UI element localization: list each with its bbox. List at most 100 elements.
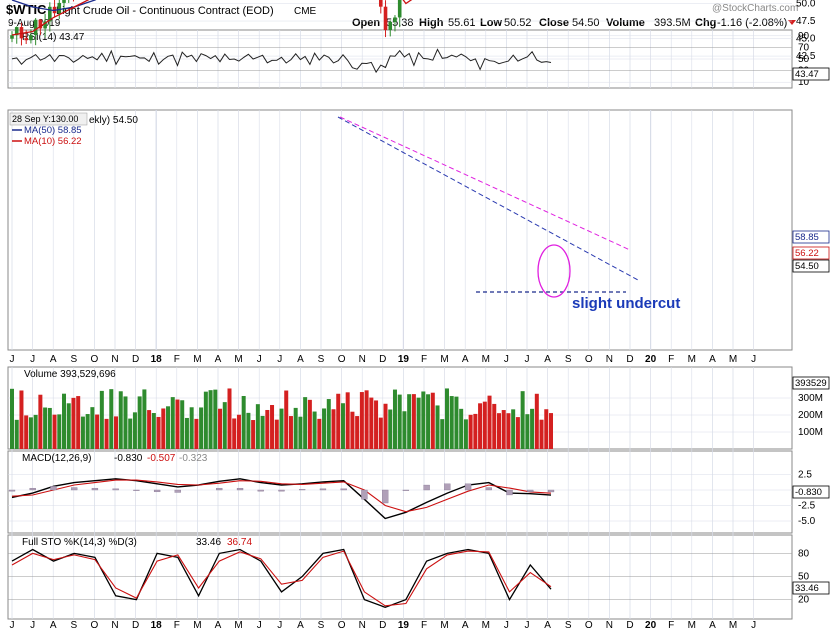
x-tick-label: F	[421, 620, 427, 631]
volume-bar	[520, 391, 525, 449]
x-tick-label: J	[751, 620, 756, 631]
x-tick-label: S	[70, 620, 77, 631]
volume-bar	[402, 411, 407, 449]
volume-tick-label: 200M	[798, 410, 823, 421]
x-tick-label: A	[544, 354, 551, 365]
volume-bar	[298, 416, 303, 449]
volume-bar	[468, 414, 473, 449]
macd-histogram-bar	[133, 489, 140, 491]
x-tick-label: A	[215, 354, 222, 365]
macd-histogram-bar	[402, 489, 410, 491]
volume-bar	[109, 389, 114, 449]
sto-legend: Full STO %K(14,3) %D(3) 33.46 36.74	[22, 537, 252, 548]
x-tick-label: D	[132, 620, 139, 631]
volume-bar	[411, 394, 416, 449]
sto-tick-label: 80	[798, 548, 810, 559]
x-tick-label: M	[688, 620, 696, 631]
macd-histogram-bar	[485, 487, 492, 491]
volume-label: Volume	[606, 17, 645, 29]
volume-bar	[534, 393, 539, 449]
volume-bar	[151, 413, 156, 449]
crosshair-tooltip-box	[9, 112, 88, 126]
macd-histogram-bar	[361, 489, 368, 500]
x-tick-label: O	[585, 620, 593, 631]
candle-body	[397, 0, 402, 18]
candle-body	[383, 6, 388, 30]
ma50-current-value-box	[792, 230, 830, 244]
volume-bar	[307, 399, 312, 449]
volume-bar	[57, 414, 62, 449]
volume-bar	[326, 399, 331, 449]
x-tick-label: M	[234, 620, 242, 631]
volume-current-value-box	[792, 376, 830, 390]
volume-bar	[147, 410, 152, 449]
macd-histogram-bar	[319, 488, 327, 491]
x-tick-label: J	[504, 620, 509, 631]
x-tick-label: M	[440, 620, 448, 631]
candle-body	[24, 38, 28, 41]
volume-bar	[33, 414, 38, 449]
sto-tick-label: 50	[798, 572, 810, 583]
x-tick-label: O	[91, 620, 99, 631]
volume-bar	[47, 407, 52, 449]
ma10-current-value: 56.22	[795, 248, 819, 259]
sto-k-value: 33.46	[196, 537, 221, 548]
x-tick-label: N	[359, 620, 366, 631]
candle-body	[62, 0, 66, 3]
macd-histogram-bar	[299, 489, 306, 491]
volume-bar	[449, 396, 454, 449]
volume-bar	[199, 407, 204, 449]
x-tick-label: M	[193, 354, 201, 365]
x-tick-label: D	[132, 354, 139, 365]
x-tick-label: M	[234, 354, 242, 365]
volume-bar	[128, 418, 133, 449]
volume-bar	[52, 414, 57, 449]
volume-bar	[454, 396, 459, 449]
volume-bar	[359, 392, 364, 449]
close-label: Close	[539, 17, 569, 29]
volume-bar	[407, 394, 412, 449]
volume-label: Volume 393,529,696	[24, 369, 116, 380]
volume-bar	[539, 419, 544, 449]
volume-bar	[549, 413, 553, 449]
rsi-label: RSI(14) 43.47	[22, 32, 85, 43]
volume-bar	[80, 416, 85, 449]
volume-bar	[161, 408, 166, 449]
candle-body	[57, 2, 62, 14]
volume-bar	[19, 390, 24, 449]
volume-bar	[501, 410, 506, 449]
volume-bar	[227, 388, 232, 449]
macd-histogram-bar	[216, 487, 223, 491]
volume-bar	[312, 411, 317, 449]
macd-histogram-bar	[506, 489, 513, 496]
macd-histogram-bar	[112, 488, 119, 491]
volume-bar	[14, 419, 19, 449]
x-tick-label: A	[544, 620, 551, 631]
x-tick-label: O	[91, 354, 99, 365]
x-tick-label: M	[688, 354, 696, 365]
volume-bar	[345, 392, 350, 449]
x-tick-label: S	[318, 620, 325, 631]
x-tick-label: N	[359, 354, 366, 365]
x-tick-label: O	[338, 354, 346, 365]
macd-histogram-bar	[153, 489, 161, 493]
price-legend: ekly) 54.50	[89, 115, 138, 126]
macd-histogram-bar	[382, 489, 389, 504]
rsi-line	[11, 48, 552, 74]
chg-value: -1.16 (-2.08%)	[717, 17, 787, 29]
volume-bar	[336, 393, 341, 449]
volume-bar	[76, 396, 81, 449]
volume-bar	[530, 408, 535, 449]
undercut-circle	[537, 244, 571, 298]
x-tick-label: N	[111, 354, 118, 365]
volume-bar	[166, 406, 171, 449]
close-current-value-box	[792, 259, 830, 273]
volume-bar	[246, 412, 251, 449]
ma10-legend: MA(10) 56.22	[24, 136, 82, 147]
volume-bar	[170, 397, 175, 449]
volume-bar	[95, 414, 100, 449]
x-tick-label: O	[585, 354, 593, 365]
macd-value-2: -0.507	[147, 453, 176, 464]
volume-bar	[175, 399, 180, 449]
volume-bar	[28, 417, 33, 449]
